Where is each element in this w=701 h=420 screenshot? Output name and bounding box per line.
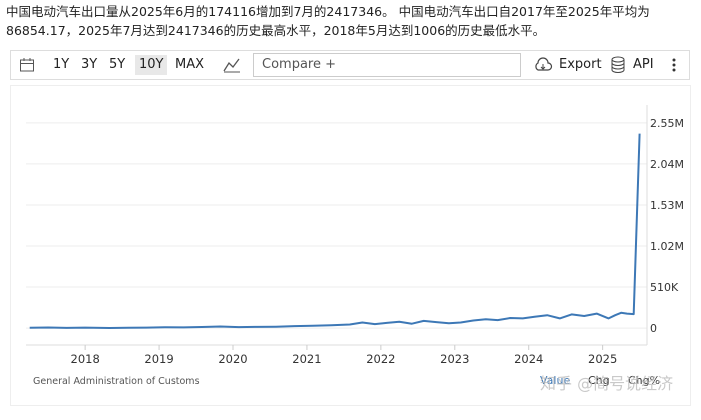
api-icon[interactable] [610, 56, 626, 74]
compare-input[interactable]: Compare + [253, 53, 521, 77]
range-button[interactable]: 10Y [135, 55, 168, 75]
description: 中国电动汽车出口量从2025年6月的174116增加到7月的2417346。 中… [6, 4, 650, 38]
column-header[interactable]: Chg [588, 374, 610, 387]
source: General Administration of Customs [33, 376, 200, 387]
calendar-icon[interactable] [19, 57, 35, 73]
column-header[interactable]: Value [540, 374, 570, 387]
api-button[interactable]: API [633, 57, 654, 72]
x-tick-label: 2022 [366, 352, 395, 366]
y-tick-label: 2.55M [650, 117, 684, 130]
y-tick-label: 1.02M [650, 240, 684, 253]
data-line [29, 133, 641, 329]
y-tick-label: 2.04M [650, 158, 684, 171]
toolbar: 1Y 3Y 5Y 10Y MAX Compare + Export API [10, 50, 690, 80]
chart-type-icon[interactable] [223, 57, 241, 73]
chart-frame [10, 85, 691, 406]
y-tick-label: 0 [650, 322, 657, 335]
y-tick-label: 1.53M [650, 199, 684, 212]
watermark: 知乎 @简号说经济 [540, 374, 673, 393]
x-tick-label: 2023 [440, 352, 469, 366]
y-tick-label: 510K [650, 281, 679, 294]
range-button[interactable]: 3Y [81, 57, 98, 72]
x-tick-label: 2025 [588, 352, 617, 366]
column-header[interactable]: Chg% [628, 374, 660, 387]
chart: General Administration of Customs Value … [10, 85, 691, 406]
x-tick-label: 2019 [144, 352, 173, 366]
range-button[interactable]: 5Y [109, 57, 126, 72]
more-icon[interactable] [671, 57, 677, 73]
x-tick-label: 2024 [514, 352, 543, 366]
range-button[interactable]: 1Y [53, 57, 70, 72]
x-tick-label: 2021 [292, 352, 321, 366]
export-icon[interactable] [533, 57, 553, 73]
x-tick-label: 2018 [71, 352, 100, 366]
range-button[interactable]: MAX [175, 57, 205, 72]
x-tick-label: 2020 [218, 352, 247, 366]
export-button[interactable]: Export [559, 57, 602, 72]
